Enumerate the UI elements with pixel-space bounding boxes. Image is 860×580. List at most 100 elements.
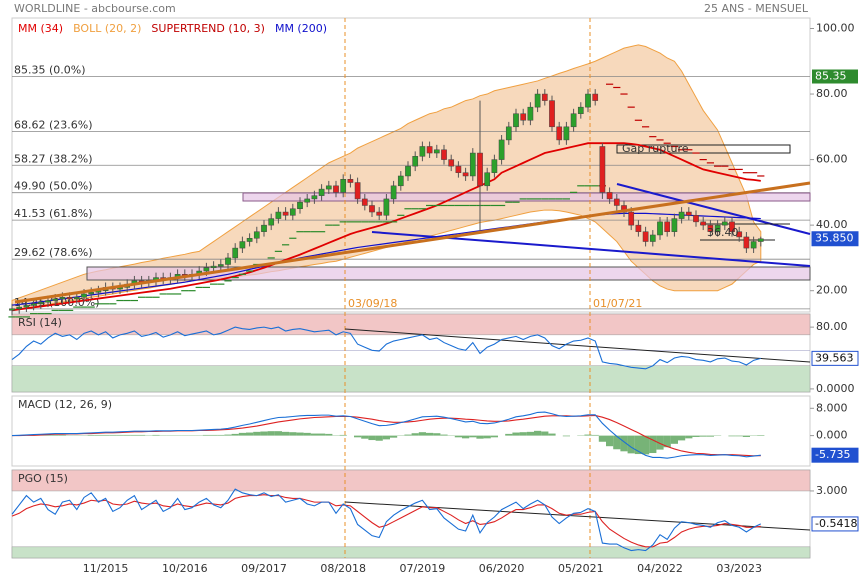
- indicator-line: [11, 488, 762, 552]
- candle-body: [354, 182, 361, 200]
- histogram-bar: [541, 431, 549, 436]
- candle-body: [297, 201, 303, 210]
- candle-body: [520, 113, 527, 121]
- candle-body: [635, 224, 642, 232]
- histogram-bar: [404, 434, 412, 436]
- histogram-bar: [282, 431, 290, 436]
- candle-body: [217, 264, 224, 267]
- candle-body: [311, 195, 318, 200]
- candle-body: [383, 198, 390, 216]
- candle-body: [649, 234, 656, 242]
- histogram-bar: [433, 433, 441, 436]
- candle-body: [678, 211, 685, 219]
- candle-body: [462, 172, 469, 177]
- histogram-bar: [742, 435, 750, 437]
- trend-line: [14, 181, 811, 304]
- histogram-bar: [476, 435, 484, 439]
- histogram-bar: [663, 435, 671, 448]
- candle-body: [606, 192, 613, 200]
- histogram-bar: [519, 432, 527, 436]
- candle-body: [325, 185, 332, 190]
- histogram-bar: [526, 431, 534, 436]
- last-value-box: [811, 231, 859, 247]
- candle-body: [642, 231, 649, 242]
- candle-body: [707, 224, 714, 232]
- indicator-line: [11, 326, 761, 370]
- x-tick-label: 05/2021: [558, 562, 604, 575]
- histogram-bar: [303, 432, 311, 436]
- histogram-bar: [627, 435, 635, 454]
- candle-body: [577, 106, 584, 114]
- candle-body: [333, 185, 339, 193]
- candle-body: [549, 100, 555, 128]
- x-tick-label: 06/2020: [479, 562, 525, 575]
- y-tick-label: 80.00: [816, 320, 848, 333]
- histogram-bar: [231, 433, 239, 436]
- mm34-line: [11, 142, 761, 312]
- candle-body: [743, 236, 750, 249]
- candle-body: [527, 106, 534, 121]
- candle-body: [570, 113, 577, 128]
- annotation: Gap rupture: [622, 142, 689, 155]
- indicator-line: [11, 411, 761, 459]
- y-tick-label: 3.000: [816, 484, 848, 497]
- x-tick-label: 11/2015: [83, 562, 129, 575]
- histogram-bar: [253, 431, 261, 436]
- histogram-bar: [512, 432, 520, 436]
- candle-body: [477, 152, 483, 187]
- candle-body: [455, 165, 462, 173]
- histogram-bar: [483, 435, 491, 439]
- candle-body: [52, 298, 59, 301]
- annotation: 03/09/18: [348, 297, 397, 310]
- x-tick-label: 03/2023: [716, 562, 762, 575]
- histogram-bar: [310, 433, 318, 436]
- histogram-bar: [109, 434, 117, 436]
- y-tick-label: 80.00: [816, 87, 848, 100]
- histogram-bar: [339, 434, 347, 436]
- y-tick-label: 0.0000: [816, 382, 855, 395]
- histogram-bar: [238, 432, 246, 436]
- candle-body: [469, 152, 476, 177]
- candle-body: [9, 308, 15, 311]
- histogram-bar: [325, 433, 333, 436]
- candle-body: [750, 241, 757, 249]
- histogram-bar: [116, 434, 124, 436]
- histogram-bar: [469, 435, 477, 438]
- histogram-bar: [642, 435, 650, 455]
- histogram-bar: [382, 435, 390, 440]
- histogram-bar: [440, 434, 448, 436]
- panel-title: PGO (15): [18, 472, 68, 485]
- y-tick-label: 40.00: [816, 218, 848, 231]
- histogram-bar: [656, 435, 664, 450]
- legend-entry: MM (200): [275, 22, 327, 35]
- histogram-bar: [692, 435, 700, 437]
- panel-title: RSI (14): [18, 316, 62, 329]
- histogram-bar: [699, 435, 707, 437]
- x-tick-label: 04/2022: [637, 562, 683, 575]
- zone: [11, 469, 811, 492]
- histogram-bar: [620, 435, 628, 452]
- candle-body: [30, 303, 37, 306]
- last-value-label: -0.5418: [815, 517, 857, 530]
- candle-body: [232, 247, 239, 259]
- last-value-box: [811, 350, 859, 366]
- candle-body: [239, 241, 246, 249]
- candle-body: [534, 93, 541, 108]
- candle-body: [210, 265, 217, 269]
- candle-body: [419, 146, 426, 157]
- candle-body: [513, 113, 519, 128]
- histogram-bar: [289, 432, 297, 436]
- candle-body: [37, 301, 44, 305]
- histogram-bar: [757, 435, 765, 436]
- candle-body: [484, 172, 491, 187]
- candle-body: [412, 156, 419, 167]
- gap-box: [616, 144, 791, 154]
- histogram-bar: [548, 433, 556, 436]
- candle-body: [225, 257, 231, 265]
- candle-body: [505, 126, 512, 141]
- candle-body: [59, 297, 66, 300]
- x-tick-label: 08/2018: [320, 562, 366, 575]
- candle-body: [721, 221, 728, 226]
- candle-body: [426, 146, 433, 154]
